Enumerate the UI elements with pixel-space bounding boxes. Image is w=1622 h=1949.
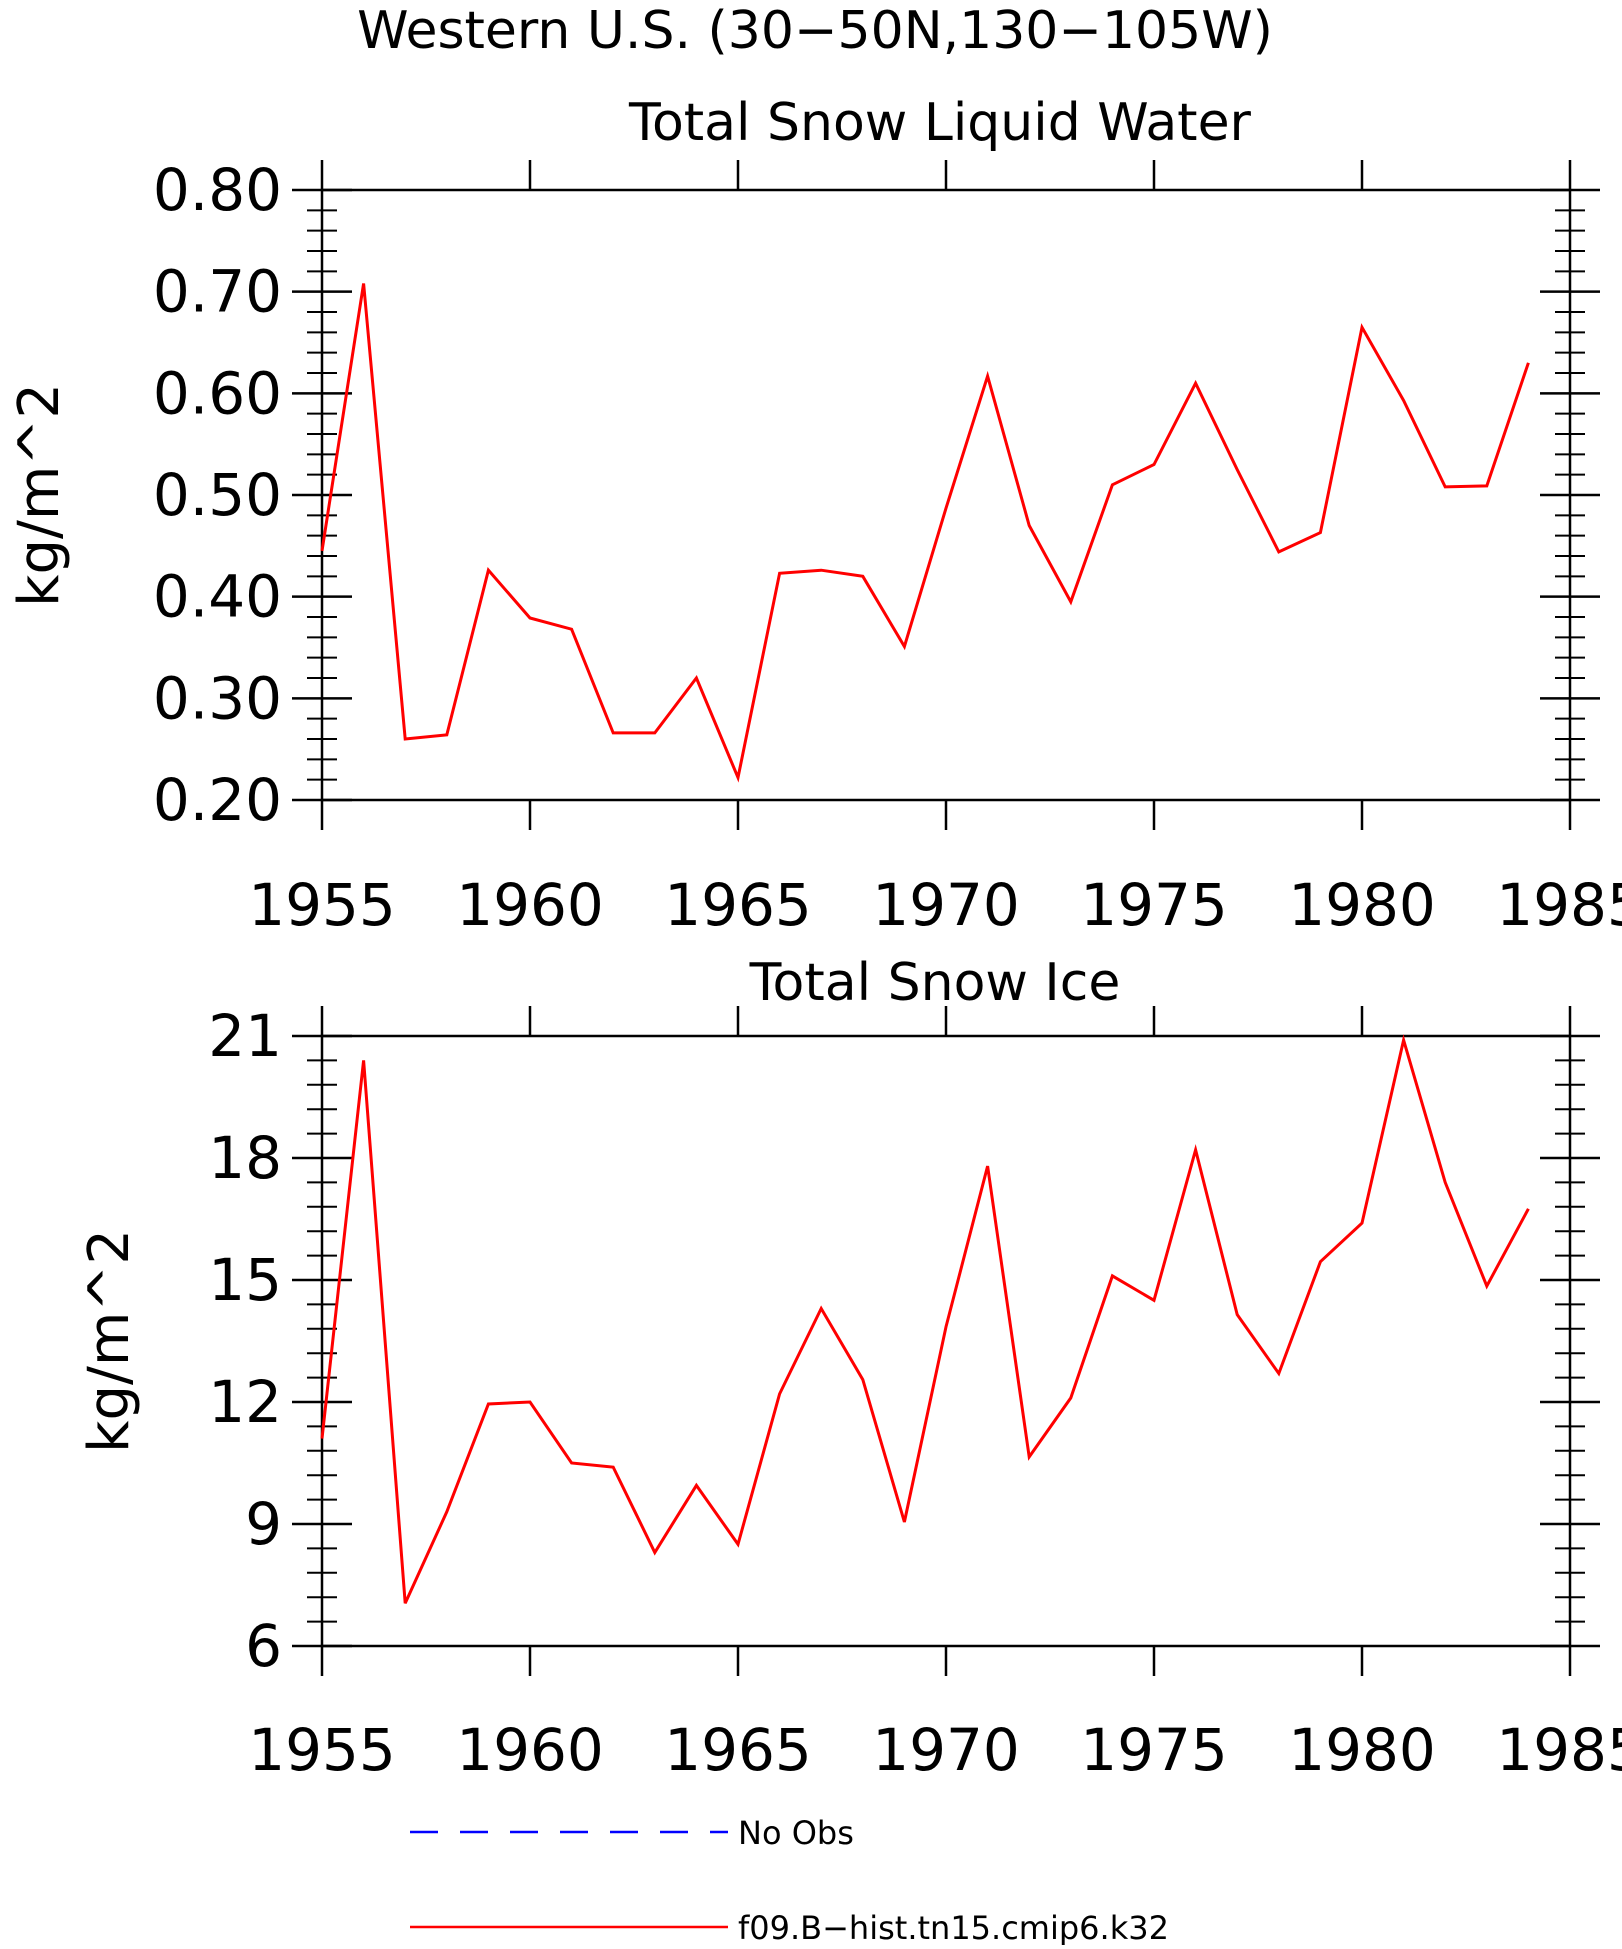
y-tick-label: 0.80 <box>153 156 282 224</box>
page-title: Western U.S. (30−50N,130−105W) <box>357 1 1273 61</box>
x-tick-label: 1955 <box>248 1716 396 1784</box>
series-line <box>320 1034 1530 1604</box>
y-tick-label: 18 <box>208 1124 282 1192</box>
y-axis-label: kg/m^2 <box>7 383 72 607</box>
panel-snow-liquid-water: Total Snow Liquid Water kg/m^2 1955 1960 196… <box>7 93 1622 939</box>
x-tick-label: 1985 <box>1496 1716 1622 1784</box>
x-tick-label: 1980 <box>1288 871 1436 939</box>
y-tick-label: 9 <box>245 1490 282 1558</box>
x-tick-label: 1985 <box>1496 871 1622 939</box>
x-tick-label: 1980 <box>1288 1716 1436 1784</box>
y-tick-label: 0.30 <box>153 664 282 732</box>
x-tick-label: 1965 <box>664 1716 812 1784</box>
x-tick-label: 1970 <box>872 1716 1020 1784</box>
y-tick-label: 12 <box>208 1368 282 1436</box>
series-line <box>320 283 1530 783</box>
x-tick-label: 1975 <box>1080 871 1228 939</box>
x-tick-label: 1960 <box>456 1716 604 1784</box>
y-tick-label: 0.40 <box>153 563 282 631</box>
y-tick-label: 0.70 <box>153 258 282 326</box>
x-tick-label: 1960 <box>456 871 604 939</box>
x-tick-label: 1955 <box>248 871 396 939</box>
panel-snow-ice: Total Snow Ice kg/m^2 1955 1960 1965 1970 1975… <box>77 953 1622 1784</box>
chart-title: Total Snow Ice <box>749 953 1121 1013</box>
y-tick-label: 0.20 <box>153 766 282 834</box>
y-axis-label: kg/m^2 <box>77 1229 142 1453</box>
x-tick-label: 1965 <box>664 871 812 939</box>
x-tick-label: 1975 <box>1080 1716 1228 1784</box>
legend-label-model: f09.B−hist.tn15.cmip6.k32 <box>738 1909 1169 1945</box>
legend-label-no-obs: No Obs <box>738 1814 854 1852</box>
y-tick-label: 0.60 <box>153 359 282 427</box>
plot-frame <box>320 188 1572 802</box>
legend: No Obs f09.B−hist.tn15.cmip6.k32 <box>410 1814 1169 1947</box>
y-tick-label: 0.50 <box>153 461 282 529</box>
y-tick-label: 21 <box>208 1002 282 1070</box>
y-tick-label: 6 <box>245 1612 282 1680</box>
x-tick-label: 1970 <box>872 871 1020 939</box>
chart-title: Total Snow Liquid Water <box>628 93 1252 153</box>
y-tick-label: 15 <box>208 1246 282 1314</box>
